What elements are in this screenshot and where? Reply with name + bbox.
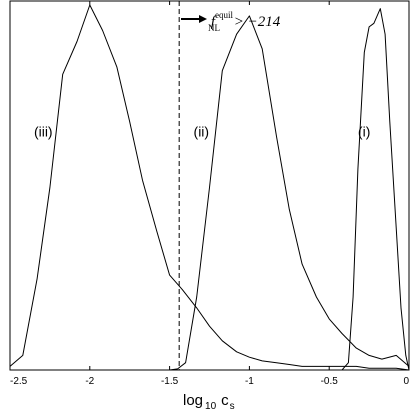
x-axis-label: log 10 cs	[183, 392, 235, 412]
x-tick-label: -0.5	[321, 376, 339, 387]
series-labels: (iii) (ii) (i)	[34, 123, 370, 139]
series-curve	[169, 15, 410, 371]
series-curves	[9, 4, 410, 371]
x-tick-label: -2	[85, 376, 94, 387]
x-tick-label: -1	[245, 376, 254, 387]
series-label: (i)	[358, 123, 370, 139]
series-label: (iii)	[34, 123, 53, 139]
annotation-arrow	[181, 15, 207, 23]
series-curve	[9, 4, 410, 371]
x-tick-label: -2.5	[10, 376, 28, 387]
x-tick-label: -1.5	[161, 376, 179, 387]
x-tick-label: 0	[403, 376, 409, 387]
plot-frame	[9, 0, 410, 371]
annotation-text: fequil NL > −214	[208, 10, 281, 33]
x-axis-tick-labels: -2.5 -2 -1.5 -1 -0.5 0	[10, 376, 409, 387]
series-label: (ii)	[194, 123, 210, 139]
series-curve	[341, 8, 410, 371]
